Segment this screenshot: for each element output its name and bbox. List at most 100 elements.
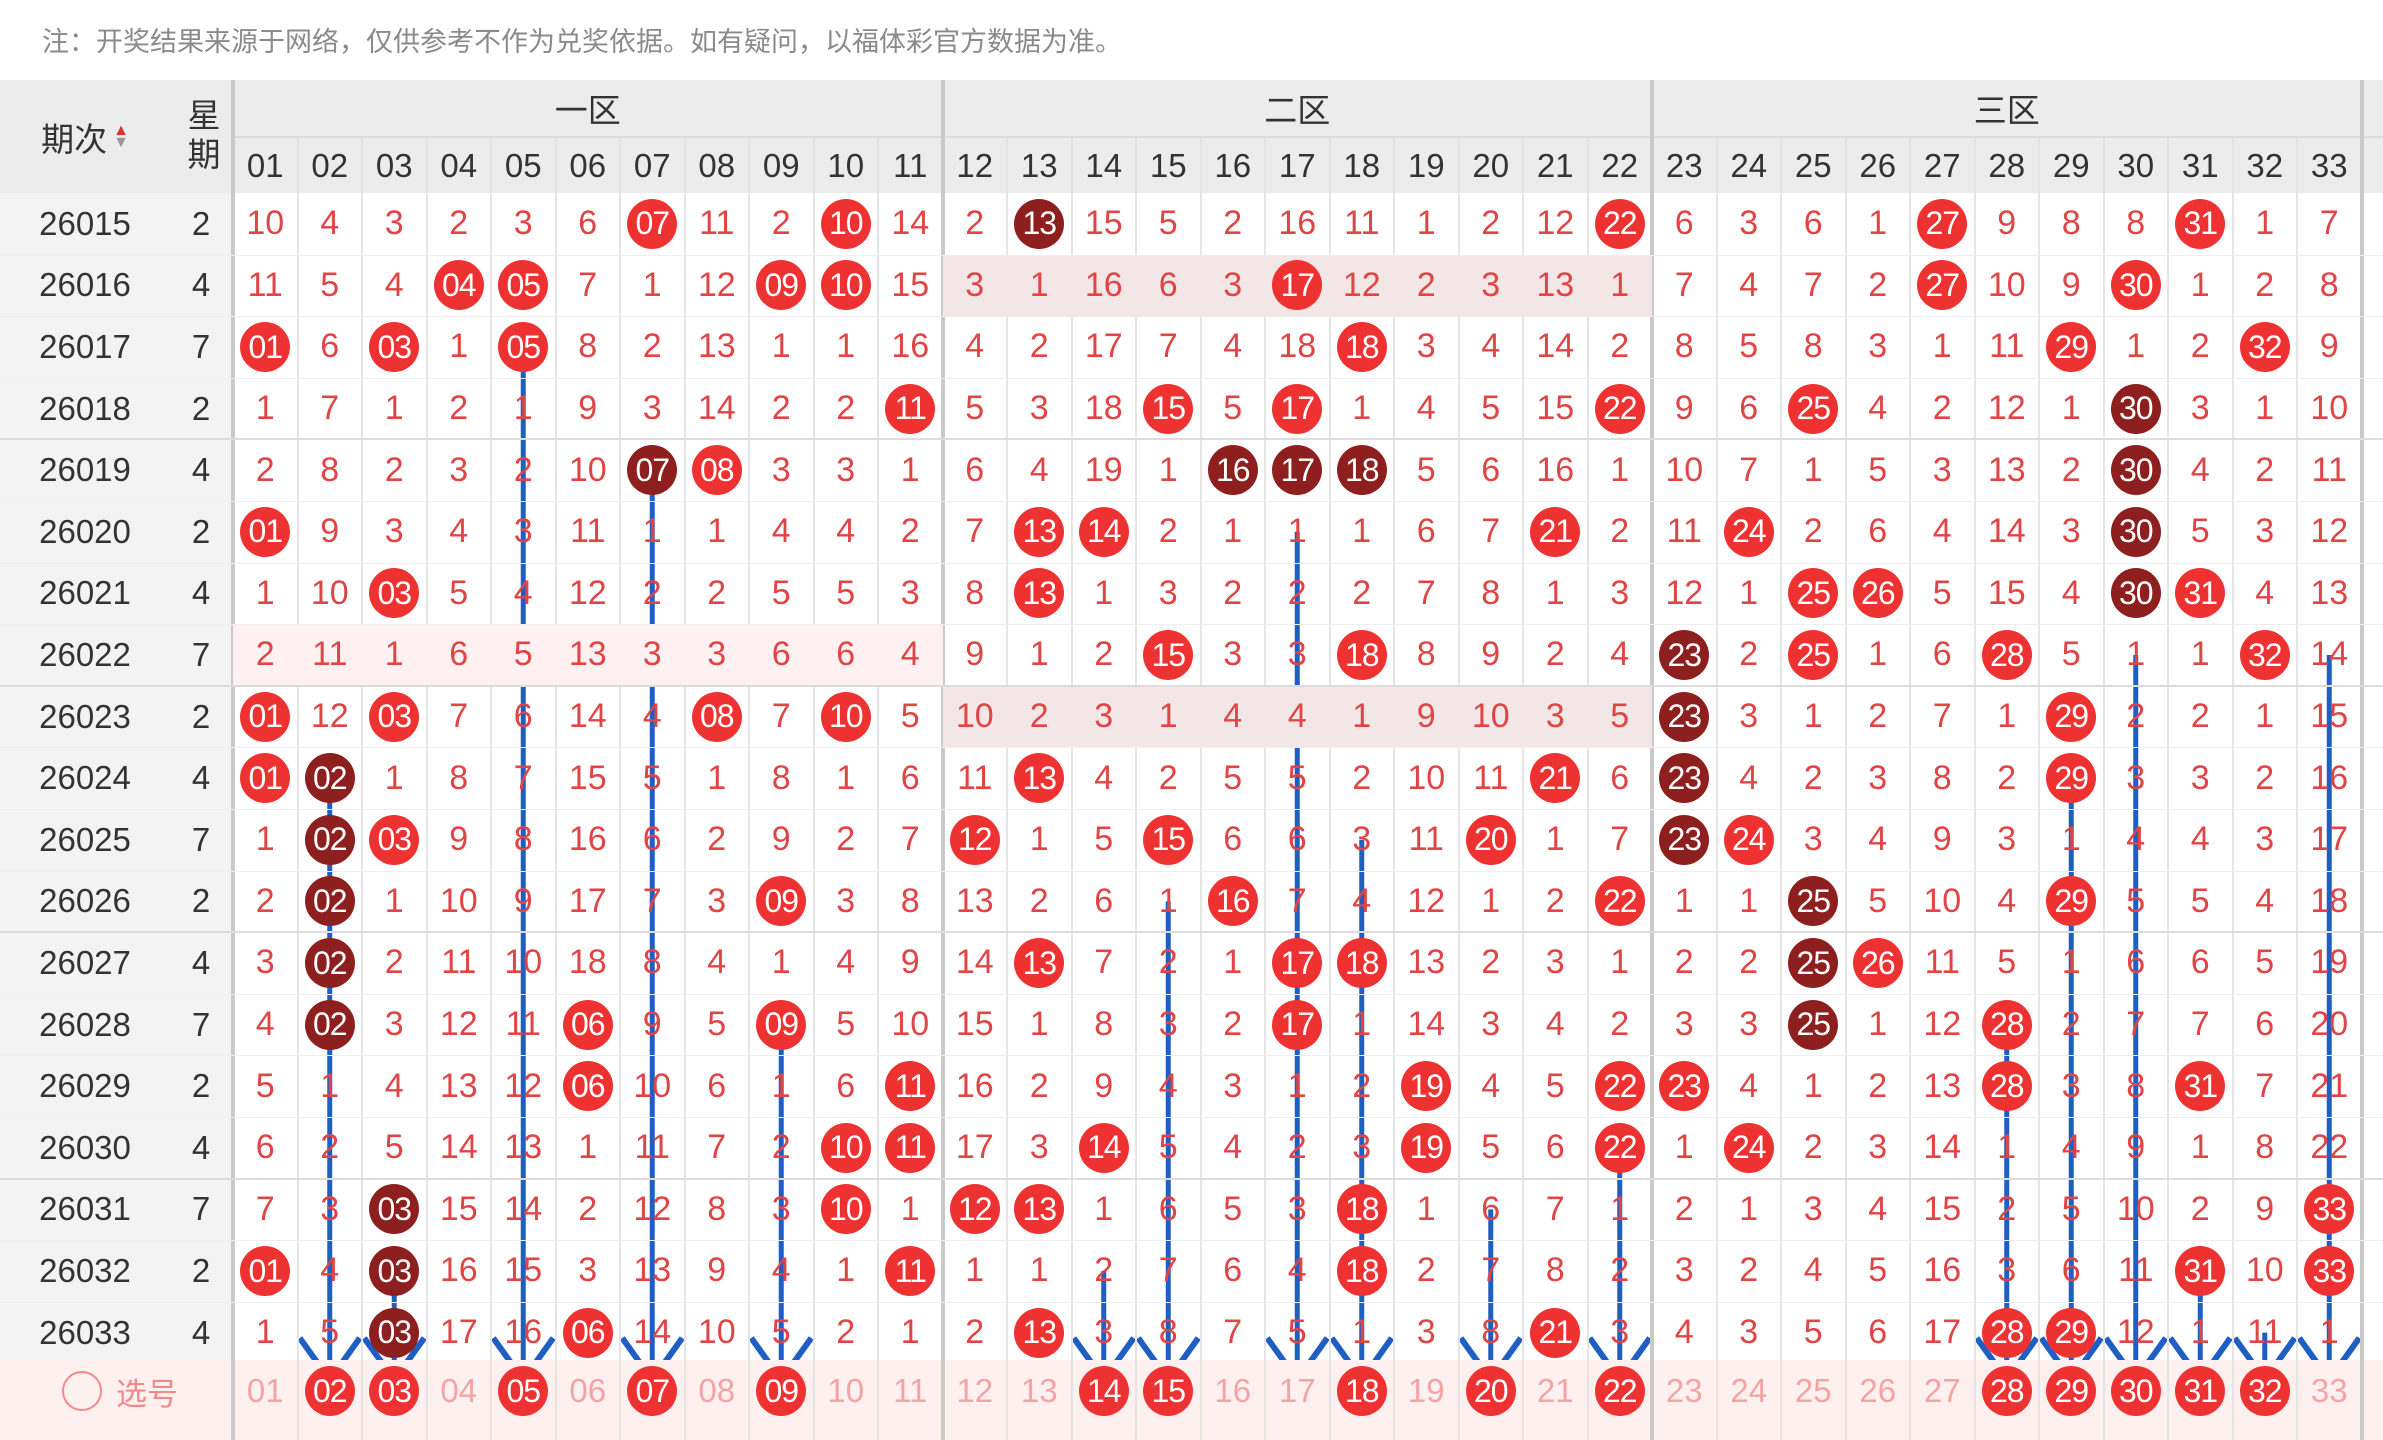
drawn-ball-26: 26 — [1852, 938, 1903, 988]
omission-value: 4 — [836, 943, 856, 982]
omission-value: 1 — [1610, 943, 1630, 982]
selectable-number-25[interactable]: 25 — [1794, 1372, 1832, 1409]
omission-value: 4 — [2190, 820, 2210, 859]
omission-value: 3 — [1739, 1313, 1759, 1352]
selectable-number-04[interactable]: 04 — [440, 1372, 478, 1409]
selectable-number-19[interactable]: 19 — [1407, 1372, 1445, 1409]
omission-value: 10 — [1923, 881, 1962, 920]
omission-value: 1 — [1094, 573, 1114, 612]
omission-value: 1 — [836, 1251, 856, 1290]
omission-value: 15 — [1084, 204, 1123, 243]
selected-ball-30[interactable]: 30 — [2110, 1366, 2161, 1416]
omission-value: 1 — [771, 327, 791, 366]
omission-value: 4 — [1674, 1313, 1694, 1352]
omission-value: 1 — [1352, 1005, 1372, 1044]
omission-value: 2 — [1739, 635, 1759, 674]
select-circle-icon[interactable] — [62, 1371, 102, 1411]
omission-value: 2 — [1803, 512, 1823, 551]
drawn-ball-29: 29 — [2046, 1307, 2097, 1358]
omission-value: 15 — [2310, 697, 2349, 736]
selectable-number-24[interactable]: 24 — [1730, 1372, 1768, 1409]
omission-value: 12 — [504, 1066, 543, 1105]
selectable-number-08[interactable]: 08 — [698, 1372, 736, 1409]
selected-ball-20[interactable]: 20 — [1465, 1366, 1516, 1416]
selected-ball-02[interactable]: 02 — [304, 1366, 355, 1416]
drawn-ball-31: 31 — [2175, 568, 2226, 619]
selectable-number-27[interactable]: 27 — [1923, 1372, 1961, 1409]
omission-value: 1 — [1029, 635, 1049, 674]
selectable-number-33[interactable]: 33 — [2310, 1372, 2348, 1409]
omission-value: 2 — [1932, 389, 1952, 428]
omission-value: 6 — [771, 635, 791, 674]
selectable-number-12[interactable]: 12 — [956, 1372, 994, 1409]
omission-value: 15 — [955, 1005, 994, 1044]
omission-value: 4 — [320, 1251, 340, 1290]
omission-value: 3 — [1029, 1128, 1049, 1167]
omission-value: 3 — [2061, 1066, 2081, 1105]
sort-arrows-icon[interactable]: ▲ ▼ — [113, 121, 129, 151]
omission-value: 2 — [2190, 327, 2210, 366]
drawn-ball-03: 03 — [369, 1307, 420, 1358]
omission-value: 1 — [1094, 1189, 1114, 1228]
omission-value: 2 — [1416, 265, 1436, 304]
selected-ball-28[interactable]: 28 — [1981, 1366, 2032, 1416]
omission-value: 6 — [836, 1066, 856, 1105]
omission-value: 10 — [310, 573, 349, 612]
selected-ball-05[interactable]: 05 — [498, 1366, 549, 1416]
omission-value: 5 — [320, 1313, 340, 1352]
drawn-ball-27: 27 — [1917, 260, 1968, 311]
omission-value: 7 — [1610, 820, 1630, 859]
column-divider — [2038, 138, 2040, 1440]
period-number: 26020 — [39, 512, 131, 550]
selected-ball-14[interactable]: 14 — [1078, 1366, 1129, 1416]
drawn-ball-15: 15 — [1143, 383, 1194, 434]
period-sort-header[interactable]: 期次 ▲ ▼ — [0, 80, 170, 193]
selected-ball-32[interactable]: 32 — [2239, 1366, 2290, 1416]
omission-value: 3 — [255, 943, 275, 982]
omission-value: 13 — [504, 1128, 543, 1167]
selectable-number-16[interactable]: 16 — [1214, 1372, 1252, 1409]
omission-value: 4 — [1803, 1251, 1823, 1290]
selectable-number-01[interactable]: 01 — [246, 1372, 284, 1409]
selectable-number-13[interactable]: 13 — [1020, 1372, 1058, 1409]
selection-row-label[interactable]: 选号 — [50, 1360, 190, 1422]
selectable-number-11[interactable]: 11 — [893, 1372, 928, 1409]
omission-value: 4 — [771, 1251, 791, 1290]
omission-value: 5 — [965, 389, 985, 428]
selected-ball-29[interactable]: 29 — [2046, 1366, 2097, 1416]
omission-value: 8 — [2319, 265, 2339, 304]
selectable-number-17[interactable]: 17 — [1278, 1372, 1316, 1409]
selected-ball-22[interactable]: 22 — [1594, 1366, 1645, 1416]
selectable-number-26[interactable]: 26 — [1859, 1372, 1897, 1409]
selected-ball-31[interactable]: 31 — [2175, 1366, 2226, 1416]
omission-value: 1 — [2190, 1128, 2210, 1167]
period-number: 26026 — [39, 882, 131, 920]
omission-value: 5 — [1997, 943, 2017, 982]
omission-value: 6 — [1674, 204, 1694, 243]
omission-value: 2 — [1803, 1128, 1823, 1167]
omission-value: 4 — [1094, 758, 1114, 797]
drawn-ball-03: 03 — [369, 568, 420, 619]
selected-ball-18[interactable]: 18 — [1336, 1366, 1387, 1416]
drawn-ball-11: 11 — [885, 1061, 936, 1112]
selectable-number-06[interactable]: 06 — [569, 1372, 607, 1409]
omission-value: 17 — [439, 1313, 478, 1352]
column-divider — [1844, 138, 1847, 1440]
omission-value: 2 — [1481, 943, 1501, 982]
omission-value: 14 — [1407, 1005, 1446, 1044]
selected-ball-15[interactable]: 15 — [1143, 1366, 1194, 1416]
selectable-number-10[interactable]: 10 — [827, 1372, 865, 1409]
omission-value: 10 — [439, 881, 478, 920]
week-day: 2 — [191, 1067, 211, 1105]
highlighted-row-band — [233, 624, 943, 686]
omission-value: 2 — [1223, 204, 1243, 243]
selected-ball-07[interactable]: 07 — [627, 1366, 678, 1416]
omission-value: 7 — [255, 1189, 275, 1228]
omission-value: 12 — [568, 573, 607, 612]
selected-ball-09[interactable]: 09 — [756, 1366, 807, 1416]
selectable-number-21[interactable]: 21 — [1536, 1372, 1574, 1409]
selectable-number-23[interactable]: 23 — [1665, 1372, 1703, 1409]
selected-ball-03[interactable]: 03 — [369, 1366, 420, 1416]
omission-value: 3 — [836, 881, 856, 920]
drawn-ball-01: 01 — [240, 322, 291, 372]
